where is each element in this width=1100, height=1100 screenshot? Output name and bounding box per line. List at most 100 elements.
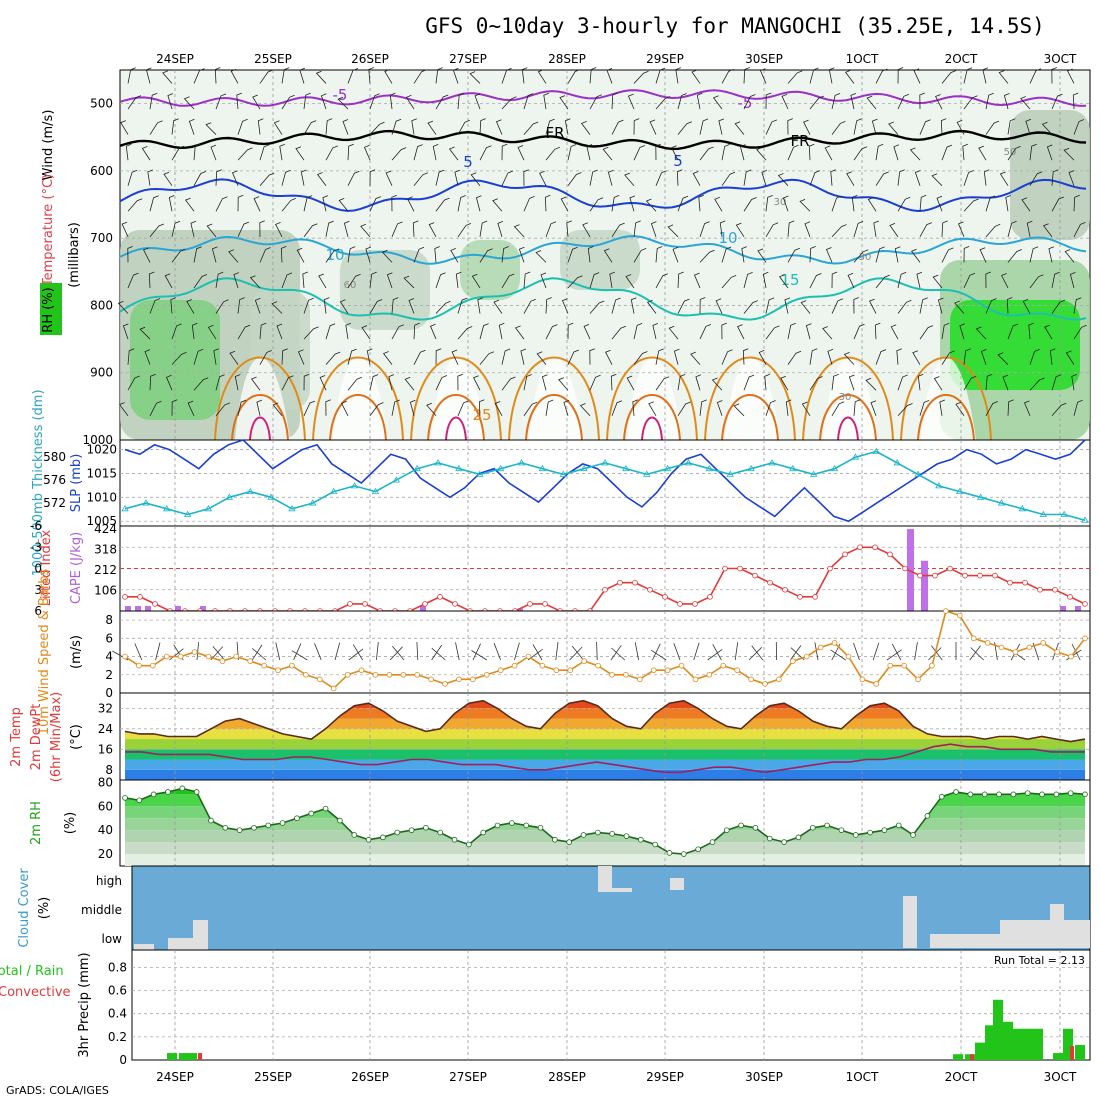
label-millibars: (millibars) [67,222,82,288]
barb-147 [347,246,356,263]
precip-ticks: 0.8 0.6 0.4 0.2 0 [108,960,127,1067]
wind10-speed-line-pt-17 [358,667,365,674]
barb-271 [544,194,551,212]
barb-493 [893,144,900,161]
barb-283 [567,144,577,161]
barb-404 [743,374,755,391]
barb-573 [1007,399,1014,416]
barb-85 [252,94,261,110]
label-10m-wind: 10m Wind Speed & Barbs [37,569,52,736]
barb-426 [787,220,795,237]
cape-tick-318: 318 [94,543,117,557]
barb-93 [254,297,261,314]
rh2m-line-pt-59 [967,791,974,798]
cape-small-bar-1 [135,606,141,611]
thickness-line-pt-17 [476,470,484,477]
barb-275 [545,297,552,314]
barb-66 [207,324,217,340]
precip-panel: 0.8 0.6 0.4 0.2 0 Run Total = 2.13 Total / R… [0,949,1091,1067]
barb-141 [337,96,349,110]
w10-tick-4: 4 [105,650,113,664]
bottom-date-26SEP: 26SEP [351,1070,389,1084]
barb-306 [589,374,601,391]
barb-197 [435,94,449,110]
wind10-speed-line-pt-41 [692,676,699,683]
cape-bar-2 [516,608,523,611]
rh2m-line-pt-48 [809,824,816,831]
barb-590 [1041,121,1053,135]
wind10-speed-line-pt-62 [984,640,991,646]
barb-421 [781,93,789,110]
lifted-index-line-pt-39 [707,594,713,600]
barb-22 [148,271,155,288]
barb-384 [719,220,726,237]
barb-469 [853,249,869,263]
cloud-bar-3 [598,866,612,892]
conv-bar-2 [1070,1046,1074,1060]
barb-62 [206,223,217,238]
lifted-index-line-pt-27 [527,601,533,607]
barb-554 [985,271,991,288]
barb-413 [757,248,767,263]
conv-bar-1 [970,1054,974,1060]
barb-210 [452,67,459,84]
contour-30-0 [249,416,271,441]
barb-174 [391,221,403,237]
barb-405 [733,403,745,417]
w10-tick-8: 8 [105,613,113,627]
li-tick-3: 3 [34,583,42,597]
barb-19 [149,195,159,212]
barb-329 [633,248,647,263]
barb-36 [164,273,173,289]
barb-54 [193,377,209,391]
pressure-tick-1000: 1000 [82,433,113,447]
barb-549 [978,145,987,161]
barb-45 [193,143,201,161]
thickness-line-pt-23 [601,459,609,466]
barb-389 [721,349,733,365]
barb-284 [567,172,582,186]
barb-480 [875,171,889,186]
w10-barb-53 [853,642,860,661]
contour-label-12: 30 [859,252,872,263]
barb-468 [853,221,864,237]
barb-360 [668,325,679,340]
barb-42 [193,68,205,84]
barb-396 [743,169,752,186]
rh2m-grid [174,780,1061,866]
wind10-speed-line-pt-55 [887,662,894,669]
thickness-line-pt-21 [559,470,567,477]
lifted-index-line-pt-46 [812,594,818,600]
wind10-speed-line-pt-37 [636,676,643,683]
barb-434 [809,67,819,84]
barb-370 [699,221,710,237]
barb-113 [303,92,311,110]
rh-blob-3 [340,250,430,330]
barb-362 [677,374,686,391]
diurnal-col-1 [333,357,388,440]
barb-433 [785,399,792,416]
wind10-speed-line-pt-34 [595,662,601,669]
barb-125 [303,400,316,416]
contour-15 [119,277,1087,321]
lifted-index-line-pt-16 [362,601,368,607]
barb-51 [186,299,195,314]
barb-602 [1067,68,1075,84]
lifted-index-line-pt-52 [902,565,908,572]
w10-barb-43 [712,644,722,661]
w10-barb-5 [196,642,199,661]
thickness-line-pt-40 [956,487,964,494]
barb-105 [280,246,287,263]
w10-barb-59 [931,645,943,661]
barb-225 [474,93,481,110]
barb-257 [523,196,535,212]
barb-140 [347,68,359,84]
slp-tick-1020: 1020 [86,443,117,457]
wind10-speed-line-pt-0 [122,653,128,660]
thickness-line-pt-43 [1018,505,1027,512]
barb-474 [848,374,855,391]
w10-barb-11 [275,642,281,661]
thickness-line-pt-15 [434,459,442,466]
barb-302 [589,272,600,289]
